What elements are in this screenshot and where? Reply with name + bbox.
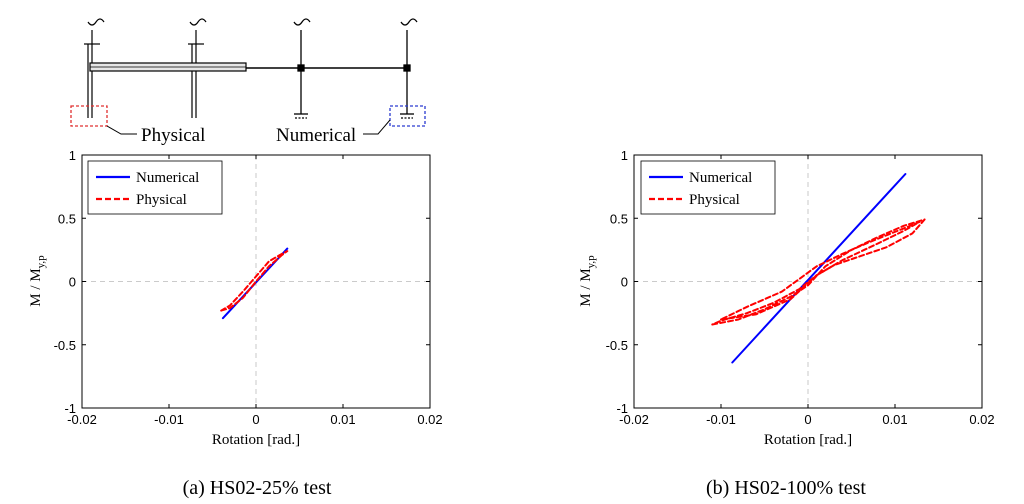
column-4-break-symbol [400, 18, 418, 26]
y-axis-label-main: M / M [28, 268, 44, 306]
column-2 [188, 18, 207, 118]
y-tick-label: -0.5 [54, 338, 76, 353]
column-3 [293, 18, 311, 119]
numerical-label: Numerical [276, 125, 356, 146]
legend-box [640, 160, 776, 215]
ticks: -0.02 -0.01 0 0.01 0.02 1 0.5 0 -0.5 -1 [606, 148, 995, 427]
y-tick-label: 1 [69, 148, 76, 163]
numerical-series-line [731, 173, 907, 364]
y-axis-label-subscript: y,p [585, 255, 597, 269]
y-tick-label: -0.5 [606, 338, 628, 353]
x-tick-label: -0.01 [154, 412, 184, 427]
series-layer [711, 173, 926, 364]
chart-caption: (b) HS02-100% test [706, 477, 866, 499]
x-tick-label: 0.02 [969, 412, 994, 427]
legend: Numerical Physical [640, 160, 776, 215]
x-tick-label: 0 [804, 412, 811, 427]
x-tick-label: 0 [252, 412, 259, 427]
y-tick-label: 0 [621, 275, 628, 290]
series-layer [220, 247, 289, 320]
legend-label-physical: Physical [689, 192, 740, 208]
x-tick-label: -0.01 [706, 412, 736, 427]
legend-label-numerical: Numerical [136, 170, 199, 186]
column-4 [400, 18, 418, 119]
y-tick-label: 0 [69, 275, 76, 290]
legend-box [87, 160, 223, 215]
column-3-break-symbol [293, 18, 311, 26]
column-2-break-symbol [189, 18, 207, 26]
y-axis-label-main: M / M [578, 268, 594, 306]
x-tick-label: -0.02 [619, 412, 649, 427]
physical-series-loop-1 [220, 250, 289, 312]
legend-label-physical: Physical [136, 192, 187, 208]
y-tick-label: -1 [64, 401, 76, 416]
chart-caption: (a) HS02-25% test [183, 477, 332, 499]
legend: Numerical Physical [87, 160, 223, 215]
ticks: -0.02 -0.01 0 0.01 0.02 1 0.5 0 -0.5 -1 [54, 148, 443, 427]
chart-b: -0.02 -0.01 0 0.01 0.02 1 0.5 0 -0.5 -1 Numerical… [578, 148, 995, 499]
column-1-break-symbol [87, 18, 105, 26]
x-axis-label: Rotation [rad.] [764, 432, 852, 448]
physical-leader [106, 125, 137, 135]
x-tick-label: 0.01 [330, 412, 355, 427]
frame-diagram: Physical Numerical [70, 18, 426, 146]
physical-substructure-box [70, 105, 108, 127]
x-axis-label: Rotation [rad.] [212, 432, 300, 448]
physical-series-loop-1 [711, 218, 926, 326]
physical-series-loop-2 [720, 221, 921, 321]
y-axis-label: M / My,p [578, 255, 597, 307]
y-tick-label: -1 [616, 401, 628, 416]
x-tick-label: -0.02 [67, 412, 97, 427]
y-tick-label: 0.5 [610, 211, 628, 226]
column-1 [84, 18, 105, 118]
numerical-leader [363, 119, 391, 135]
x-tick-label: 0.01 [882, 412, 907, 427]
chart-a: -0.02 -0.01 0 0.01 0.02 1 0.5 0 -0.5 -1 Numerical… [28, 148, 443, 499]
physical-label: Physical [141, 125, 205, 146]
x-tick-label: 0.02 [417, 412, 442, 427]
y-axis-label-subscript: y,p [35, 255, 47, 269]
y-axis-label: M / My,p [28, 255, 47, 307]
y-tick-label: 0.5 [58, 211, 76, 226]
numerical-substructure-box [389, 105, 426, 127]
legend-label-numerical: Numerical [689, 170, 752, 186]
y-tick-label: 1 [621, 148, 628, 163]
